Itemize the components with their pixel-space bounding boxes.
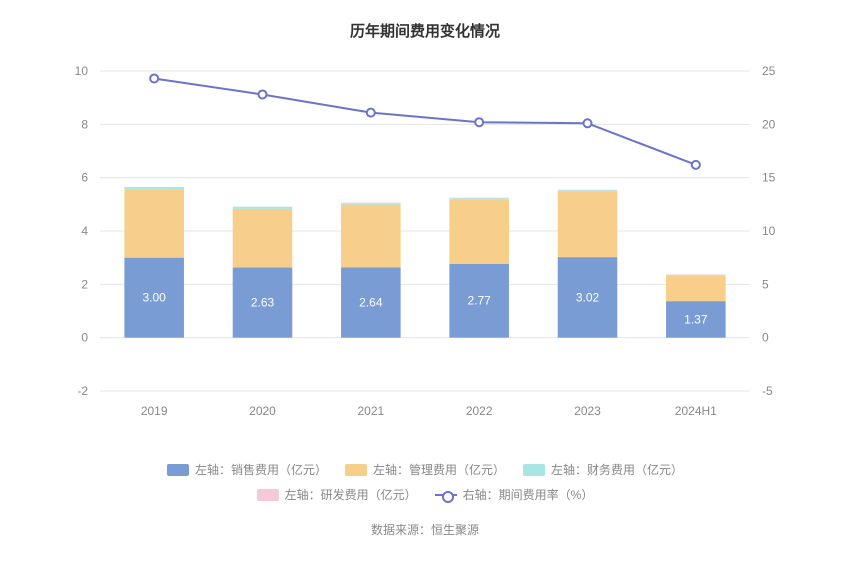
bar-admin <box>449 200 509 264</box>
x-axis-category-label: 2020 <box>249 404 276 418</box>
bar-finance <box>341 203 401 204</box>
right-axis-tick-label: 0 <box>762 331 769 345</box>
bar-rd <box>666 274 726 275</box>
line-expense-ratio <box>154 78 696 164</box>
line-marker <box>584 119 592 127</box>
right-axis-tick-label: 15 <box>762 171 776 185</box>
bar-admin <box>124 190 184 258</box>
chart-plot-area: -2-5002541061582010253.002.632.642.773.0… <box>40 51 810 431</box>
left-axis-tick-label: 4 <box>81 224 88 238</box>
chart-container: 历年期间费用变化情况 -2-5002541061582010253.002.63… <box>0 0 850 575</box>
x-axis-category-label: 2019 <box>141 404 168 418</box>
bar-finance <box>666 275 726 276</box>
x-axis-category-label: 2024H1 <box>675 404 717 418</box>
bar-value-label: 2.63 <box>251 296 275 310</box>
legend-item: 左轴：研发费用（亿元） <box>257 486 417 503</box>
bar-value-label: 3.02 <box>576 290 600 304</box>
bar-rd <box>449 198 509 199</box>
chart-title: 历年期间费用变化情况 <box>40 20 810 41</box>
line-marker <box>475 118 483 126</box>
legend-item: 右轴：期间费用率（%） <box>435 486 594 503</box>
x-axis-category-label: 2023 <box>574 404 601 418</box>
left-axis-tick-label: 2 <box>81 277 88 291</box>
legend-label: 左轴：销售费用（亿元） <box>195 461 327 478</box>
legend-item: 左轴：销售费用（亿元） <box>167 461 327 478</box>
bar-rd <box>558 190 618 191</box>
line-marker <box>150 74 158 82</box>
left-axis-tick-label: 0 <box>81 331 88 345</box>
bar-value-label: 2.64 <box>359 295 383 309</box>
legend-line-icon <box>435 489 457 501</box>
line-marker <box>692 161 700 169</box>
legend-label: 左轴：研发费用（亿元） <box>285 486 417 503</box>
bar-finance <box>558 190 618 192</box>
bar-admin <box>233 209 293 268</box>
legend-label: 左轴：财务费用（亿元） <box>551 461 683 478</box>
legend-label: 右轴：期间费用率（%） <box>463 486 594 503</box>
legend-swatch-icon <box>345 464 367 476</box>
left-axis-tick-label: 10 <box>75 64 89 78</box>
x-axis-category-label: 2021 <box>357 404 384 418</box>
right-axis-tick-label: 20 <box>762 117 776 131</box>
bar-admin <box>341 205 401 268</box>
line-marker <box>367 109 375 117</box>
right-axis-tick-label: -5 <box>762 384 773 398</box>
legend: 左轴：销售费用（亿元） 左轴：管理费用（亿元） 左轴：财务费用（亿元） 左轴：研发费… <box>40 461 810 503</box>
data-source-label: 数据来源：恒生聚源 <box>40 521 810 538</box>
left-axis-tick-label: 6 <box>81 171 88 185</box>
legend-item: 左轴：管理费用（亿元） <box>345 461 505 478</box>
bar-value-label: 2.77 <box>467 294 491 308</box>
bar-finance <box>449 198 509 200</box>
bar-rd <box>341 203 401 204</box>
legend-row-2: 左轴：研发费用（亿元） 右轴：期间费用率（%） <box>40 486 810 503</box>
legend-swatch-icon <box>167 464 189 476</box>
bar-finance <box>233 207 293 209</box>
legend-swatch-icon <box>523 464 545 476</box>
bar-finance <box>124 187 184 190</box>
bar-admin <box>558 192 618 257</box>
chart-svg: -2-5002541061582010253.002.632.642.773.0… <box>40 51 810 431</box>
left-axis-tick-label: -2 <box>77 384 88 398</box>
left-axis-tick-label: 8 <box>81 117 88 131</box>
right-axis-tick-label: 25 <box>762 64 776 78</box>
bar-value-label: 3.00 <box>142 291 166 305</box>
right-axis-tick-label: 10 <box>762 224 776 238</box>
legend-swatch-icon <box>257 489 279 501</box>
legend-item: 左轴：财务费用（亿元） <box>523 461 683 478</box>
legend-row-1: 左轴：销售费用（亿元） 左轴：管理费用（亿元） 左轴：财务费用（亿元） <box>40 461 810 478</box>
legend-label: 左轴：管理费用（亿元） <box>373 461 505 478</box>
x-axis-category-label: 2022 <box>466 404 493 418</box>
bar-admin <box>666 276 726 301</box>
line-marker <box>259 90 267 98</box>
right-axis-tick-label: 5 <box>762 277 769 291</box>
bar-value-label: 1.37 <box>684 312 708 326</box>
